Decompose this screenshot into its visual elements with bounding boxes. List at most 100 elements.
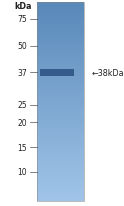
Bar xyxy=(37,172,84,173)
Bar xyxy=(37,69,84,70)
Bar xyxy=(37,45,84,46)
Bar xyxy=(37,67,84,68)
Bar xyxy=(37,195,84,196)
Bar xyxy=(37,13,84,14)
Bar xyxy=(37,141,84,142)
Bar xyxy=(37,87,84,88)
Bar xyxy=(37,176,84,177)
Bar xyxy=(37,190,84,191)
Bar xyxy=(37,75,84,76)
Bar xyxy=(37,84,84,85)
Bar xyxy=(37,80,84,81)
Bar xyxy=(37,147,84,148)
Bar xyxy=(37,11,84,12)
Bar xyxy=(37,168,84,169)
Bar xyxy=(37,197,84,198)
Text: 50: 50 xyxy=(17,42,27,51)
Bar xyxy=(37,35,84,36)
Bar xyxy=(37,124,84,125)
Bar xyxy=(37,102,84,103)
Text: 10: 10 xyxy=(18,167,27,177)
Bar xyxy=(37,182,84,183)
Bar xyxy=(37,140,84,141)
Bar xyxy=(37,56,84,57)
Bar xyxy=(37,36,84,37)
Bar xyxy=(37,34,84,35)
Bar xyxy=(37,78,84,79)
Bar xyxy=(37,95,84,96)
Bar xyxy=(37,186,84,187)
Bar xyxy=(37,193,84,194)
Bar xyxy=(37,171,84,172)
Bar xyxy=(37,179,84,180)
Bar xyxy=(37,12,84,13)
Bar xyxy=(37,39,84,40)
Bar xyxy=(37,47,84,48)
Bar xyxy=(37,49,84,50)
Bar xyxy=(37,113,84,114)
Bar xyxy=(37,128,84,129)
Bar xyxy=(37,101,84,102)
Bar xyxy=(37,77,84,78)
Bar xyxy=(37,9,84,10)
Bar xyxy=(37,43,84,44)
Bar xyxy=(37,81,84,82)
Bar xyxy=(37,196,84,197)
Bar xyxy=(37,93,84,94)
Bar xyxy=(37,169,84,170)
Bar xyxy=(37,165,84,166)
Bar xyxy=(37,3,84,201)
Bar xyxy=(37,177,84,178)
Bar xyxy=(37,82,84,83)
Bar xyxy=(37,160,84,161)
Bar xyxy=(37,79,84,80)
Bar xyxy=(37,123,84,124)
Bar xyxy=(37,28,84,29)
Text: kDa: kDa xyxy=(15,2,32,11)
Bar xyxy=(37,40,84,41)
Bar xyxy=(37,46,84,47)
Bar xyxy=(37,174,84,175)
Bar xyxy=(37,119,84,120)
Bar xyxy=(37,24,84,25)
Bar xyxy=(37,156,84,157)
Bar xyxy=(37,130,84,131)
Bar xyxy=(37,109,84,110)
Bar xyxy=(37,106,84,107)
Bar xyxy=(37,68,84,69)
Bar xyxy=(37,66,84,67)
Bar xyxy=(37,151,84,152)
Bar xyxy=(37,170,84,171)
Bar xyxy=(37,64,84,65)
Bar xyxy=(37,54,84,55)
Bar xyxy=(37,116,84,117)
Bar xyxy=(37,65,84,66)
Bar xyxy=(37,70,84,71)
Bar xyxy=(37,198,84,199)
Bar xyxy=(40,70,74,76)
Bar xyxy=(37,132,84,133)
Bar xyxy=(37,7,84,8)
Bar xyxy=(37,3,84,4)
Bar xyxy=(37,111,84,112)
Bar xyxy=(37,88,84,89)
Bar xyxy=(37,178,84,179)
Bar xyxy=(37,167,84,168)
Bar xyxy=(37,52,84,53)
Bar xyxy=(37,108,84,109)
Bar xyxy=(37,8,84,9)
Bar xyxy=(37,25,84,26)
Bar xyxy=(37,194,84,195)
Bar xyxy=(37,192,84,193)
Bar xyxy=(37,185,84,186)
Bar xyxy=(37,122,84,123)
Bar xyxy=(37,139,84,140)
Bar xyxy=(37,89,84,90)
Bar xyxy=(37,131,84,132)
Bar xyxy=(37,166,84,167)
Bar xyxy=(37,98,84,99)
Bar xyxy=(37,127,84,128)
Bar xyxy=(37,191,84,192)
Bar xyxy=(37,20,84,21)
Bar xyxy=(37,22,84,23)
